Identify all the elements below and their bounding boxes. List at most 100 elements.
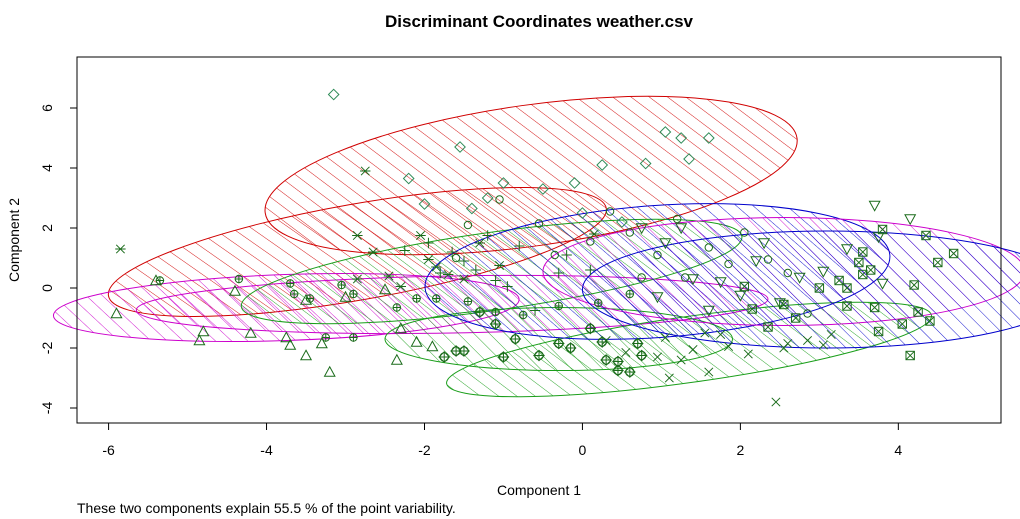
data-point [463, 297, 473, 306]
data-point [913, 307, 923, 317]
x-tick-label: -4 [260, 442, 273, 458]
data-point [155, 276, 165, 285]
data-point [299, 349, 313, 361]
y-tick-label: -4 [39, 402, 55, 415]
data-point [904, 214, 917, 226]
x-tick-label: 0 [579, 442, 587, 458]
data-point [305, 294, 315, 303]
data-point [616, 216, 628, 228]
data-point [842, 301, 852, 311]
y-tick-label: 2 [39, 224, 55, 232]
data-point [509, 333, 522, 345]
data-point [537, 183, 549, 195]
data-point [489, 318, 502, 330]
data-point [423, 254, 434, 265]
data-point [442, 269, 454, 280]
data-point [234, 274, 244, 284]
data-point [651, 292, 664, 304]
data-point [702, 132, 715, 144]
data-point [321, 333, 330, 342]
data-point [639, 157, 652, 170]
data-point [877, 224, 888, 235]
data-point [659, 126, 672, 138]
data-point [552, 337, 565, 350]
data-point [659, 238, 672, 250]
data-point [491, 307, 500, 317]
data-point [625, 228, 635, 237]
data-point [514, 240, 525, 252]
data-point [594, 298, 603, 308]
data-point [621, 347, 631, 358]
data-point [423, 237, 434, 249]
data-point [197, 325, 210, 337]
data-point [553, 267, 564, 279]
data-point [568, 177, 581, 189]
cluster-points-2 [115, 166, 600, 292]
data-point [858, 247, 868, 257]
x-tick-label: 2 [736, 442, 744, 458]
data-point [876, 278, 889, 290]
data-point [637, 273, 646, 282]
data-point [327, 88, 340, 101]
cluster-points-7 [601, 328, 836, 407]
data-point [834, 275, 844, 286]
data-point [315, 337, 328, 349]
data-point [716, 329, 726, 340]
data-point [497, 351, 510, 363]
data-point [704, 367, 714, 377]
data-point [652, 352, 663, 362]
data-point [481, 192, 494, 204]
data-point [840, 244, 854, 256]
data-point [392, 303, 402, 312]
data-point [779, 299, 789, 310]
data-point [564, 342, 577, 354]
data-point [683, 153, 695, 165]
data-point [601, 335, 611, 346]
data-point [418, 198, 431, 210]
data-point [635, 349, 648, 362]
data-point [446, 246, 458, 258]
data-point [286, 279, 295, 288]
data-point [415, 230, 426, 241]
data-point [352, 274, 363, 284]
data-point [284, 338, 297, 350]
data-point [474, 238, 485, 248]
data-point [625, 289, 635, 299]
chart-title: Discriminant Coordinates weather.csv [385, 12, 694, 31]
y-axis: -4 -2 0 2 4 6 [39, 104, 78, 415]
data-point [289, 289, 299, 299]
data-point [435, 267, 446, 279]
data-point [596, 159, 609, 171]
data-point [349, 333, 358, 342]
data-point [497, 177, 510, 189]
data-point [635, 223, 648, 235]
data-point [750, 256, 763, 268]
y-axis-label: Component 2 [6, 198, 22, 282]
data-point [868, 200, 881, 212]
data-point [925, 316, 935, 326]
cluster-points-5 [399, 230, 596, 316]
data-point [337, 280, 346, 290]
data-point [763, 322, 773, 332]
data-point [438, 351, 451, 363]
y-tick-label: 4 [39, 164, 55, 172]
data-point [339, 290, 352, 302]
data-point [228, 284, 241, 296]
data-point [909, 280, 919, 290]
data-point [631, 337, 644, 350]
data-point [519, 310, 528, 320]
data-point [534, 219, 544, 228]
data-point [465, 202, 478, 215]
data-point [529, 305, 541, 316]
data-point [675, 132, 688, 144]
data-point [451, 253, 461, 263]
data-point [873, 326, 884, 337]
data-point [360, 166, 371, 176]
data-point [783, 338, 793, 349]
data-point [390, 353, 403, 365]
cluster-points-10 [739, 224, 959, 361]
x-axis-label: Component 1 [497, 482, 581, 498]
data-point [473, 306, 486, 318]
data-point [704, 243, 713, 252]
